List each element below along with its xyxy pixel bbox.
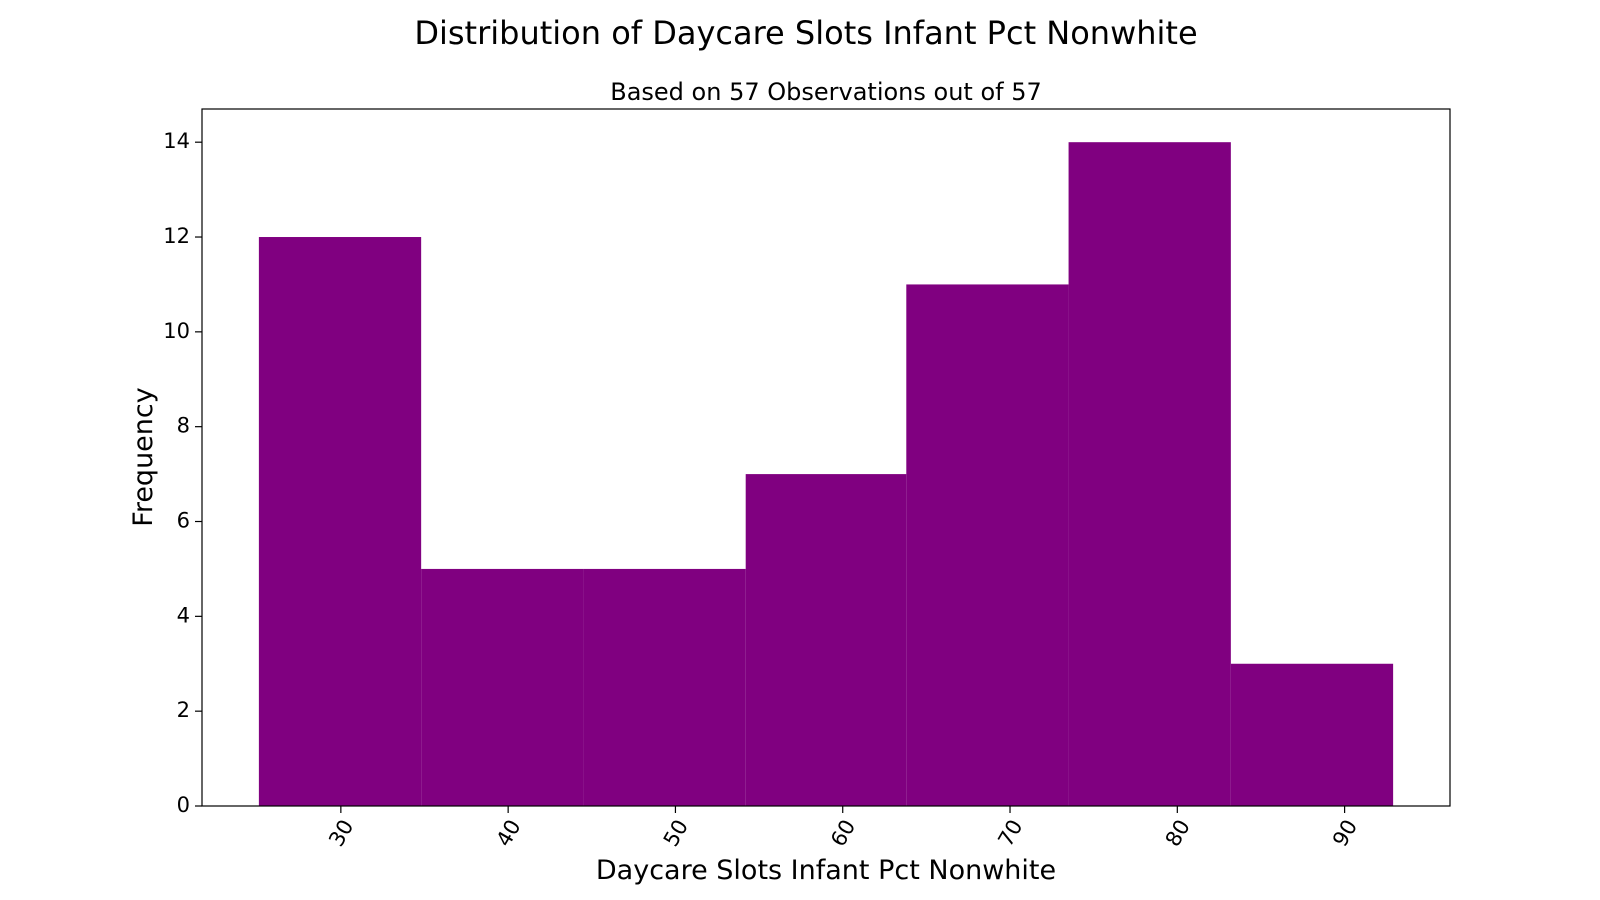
histogram-bar-0	[258, 237, 422, 807]
y-tick-label: 2	[177, 698, 190, 722]
histogram-bar-3	[745, 474, 907, 806]
histogram-bar-5	[1068, 142, 1231, 806]
y-tick-label: 14	[163, 129, 190, 153]
x-tick-label: 70	[993, 816, 1027, 851]
x-tick-label: 40	[492, 816, 526, 851]
bars-group	[258, 142, 1394, 807]
x-tick-label: 60	[826, 816, 860, 851]
histogram-bar-1	[421, 568, 584, 806]
plot-frame	[201, 108, 1451, 807]
y-axis-label: Frequency	[128, 387, 159, 527]
y-tick-label: 4	[177, 603, 190, 627]
x-axis-ticks: 30 40 50 60 70 80 90	[324, 806, 1362, 851]
x-tick-label: 50	[659, 816, 693, 851]
y-tick-label: 0	[177, 793, 190, 817]
y-tick-label: 12	[163, 224, 190, 248]
y-tick-label: 10	[163, 319, 190, 343]
histogram-bar-4	[906, 284, 1069, 806]
histogram-bar-2	[583, 568, 746, 806]
y-tick-label: 8	[177, 414, 190, 438]
chart-title: Distribution of Daycare Slots Infant Pct…	[414, 14, 1197, 52]
y-axis-ticks: 0 2 4 6 8 10 12 14	[163, 129, 202, 817]
chart-subtitle: Based on 57 Observations out of 57	[610, 78, 1042, 106]
x-tick-label: 30	[324, 816, 358, 851]
x-axis-label: Daycare Slots Infant Pct Nonwhite	[596, 855, 1056, 886]
x-tick-label: 90	[1328, 816, 1362, 851]
x-tick-label: 80	[1161, 816, 1195, 851]
histogram-bar-6	[1230, 663, 1394, 806]
y-tick-label: 6	[177, 509, 190, 533]
